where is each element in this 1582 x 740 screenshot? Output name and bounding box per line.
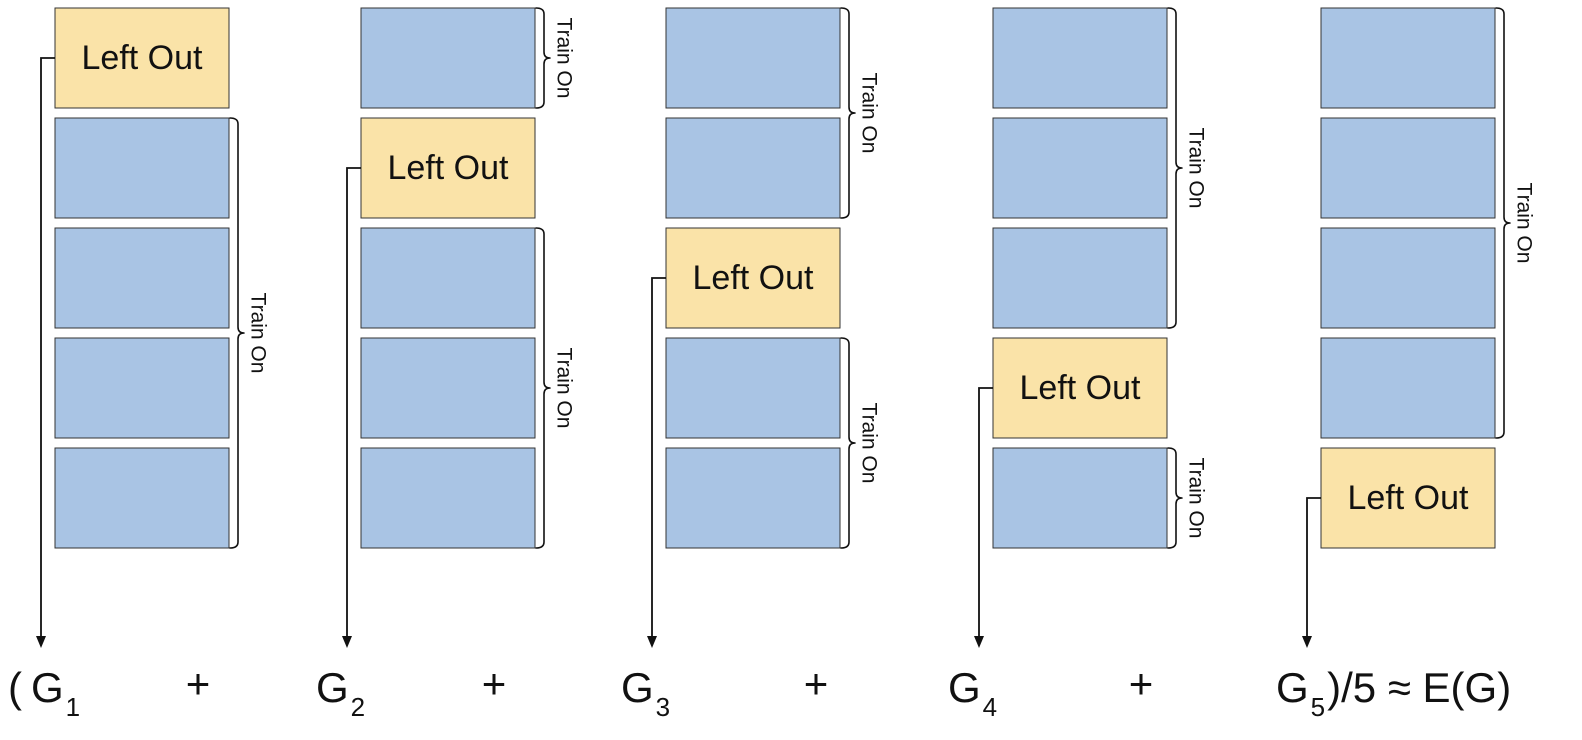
training-fold [360,7,536,109]
fold-column-3: Left Out Train On Train On G 3 + [621,7,881,722]
arrow-head [1302,636,1312,648]
training-fold [665,337,841,439]
formula-term-4: G 4 + [948,660,1153,722]
plus-operator: + [1129,660,1154,707]
training-fold [360,227,536,329]
left-out-fold [54,7,230,109]
training-fold [1320,227,1496,329]
curly-brace [840,7,856,219]
formula-term-2: G 2 + [316,660,506,722]
g-symbol: G [621,664,654,711]
training-fold [54,227,230,329]
training-fold [54,447,230,549]
training-fold [1320,7,1496,109]
training-fold [1320,117,1496,219]
connector-arrow [978,387,993,638]
train-on-label: Train On [247,293,270,374]
g-subscript: 1 [66,692,80,722]
formula-term-3: G 3 + [621,660,828,722]
training-fold [360,337,536,439]
left-out-fold [665,227,841,329]
curly-brace [1495,7,1511,439]
left-out-fold [1320,447,1496,549]
train-on-label: Train On [858,73,881,154]
g-symbol: G [948,664,981,711]
left-out-label: Left Out [82,39,204,77]
curly-brace [840,337,856,549]
plus-operator: + [804,660,829,707]
fold-column-2: Left Out Train On Train On G 2 + [316,7,576,722]
left-out-label: Left Out [388,149,510,187]
formula-term-1: (G 1 + [8,660,210,722]
g-subscript: 2 [351,692,365,722]
curly-brace [229,117,245,549]
training-fold [992,447,1168,549]
training-fold [360,447,536,549]
train-on-label: Train On [1513,183,1536,264]
connector-arrow [1306,497,1321,638]
g-symbol: G [1276,664,1309,711]
g-symbol: G [316,664,349,711]
connector-arrow [346,167,361,638]
training-fold [992,7,1168,109]
train-on-label: Train On [1185,458,1208,539]
training-fold [54,337,230,439]
arrow-head [974,636,984,648]
g-subscript: 5 [1311,692,1325,722]
open-paren: ( [8,664,22,711]
training-fold [992,227,1168,329]
g-symbol: G [31,664,64,711]
left-out-fold [360,117,536,219]
curly-brace [1167,7,1183,329]
training-fold [665,7,841,109]
training-fold [665,447,841,549]
fold-column-4: Left Out Train On Train On G 4 + [948,7,1208,722]
train-on-label: Train On [553,18,576,99]
train-on-label: Train On [858,403,881,484]
curly-brace [535,227,551,549]
fold-column-1: Left Out Train On (G 1 + [8,7,270,722]
training-fold [54,117,230,219]
left-out-label: Left Out [1020,369,1142,407]
left-out-label: Left Out [693,259,815,297]
arrow-head [342,636,352,648]
train-on-label: Train On [1185,128,1208,209]
average-expression: )/5 ≈ E(G) [1327,664,1511,711]
connector-arrow [40,57,55,638]
train-on-label: Train On [553,348,576,429]
g-subscript: 3 [656,692,670,722]
curly-brace [1167,447,1183,549]
fold-column-5: Left Out Train On G 5)/5 ≈ E(G) [1276,7,1536,722]
arrow-head [647,636,657,648]
formula-term-5: G 5)/5 ≈ E(G) [1276,664,1511,722]
training-fold [1320,337,1496,439]
connector-arrow [651,277,666,638]
g-subscript: 4 [983,692,997,722]
plus-operator: + [186,660,211,707]
training-fold [992,117,1168,219]
curly-brace [535,7,551,109]
plus-operator: + [482,660,507,707]
training-fold [665,117,841,219]
arrow-head [36,636,46,648]
left-out-fold [992,337,1168,439]
left-out-label: Left Out [1348,479,1470,517]
